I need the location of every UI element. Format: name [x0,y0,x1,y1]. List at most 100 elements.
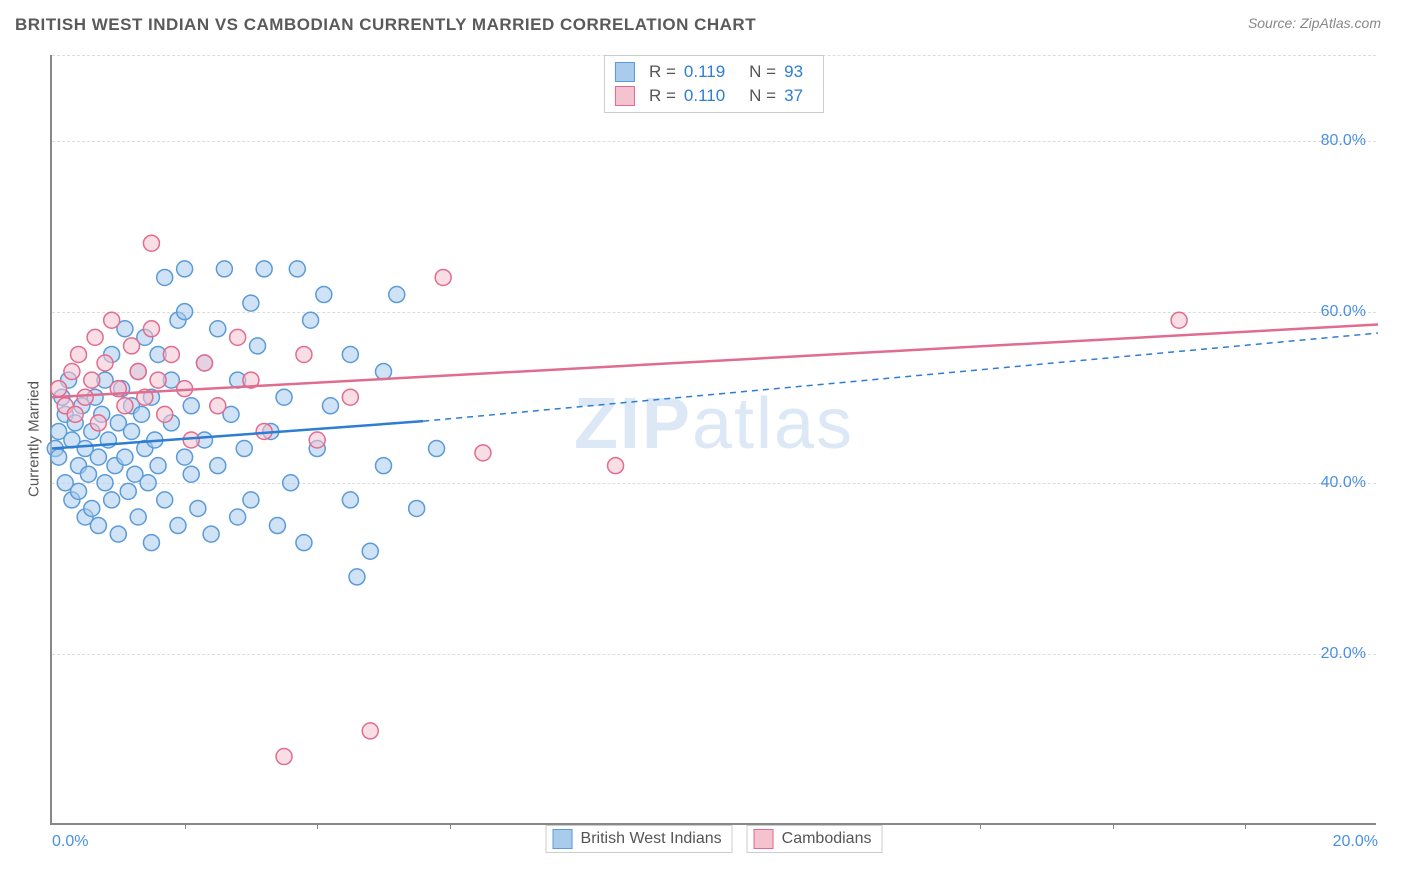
legend-stats: R =0.119N =93R =0.110N =37 [604,55,824,113]
n-label: N = [749,86,776,106]
n-value: 37 [784,86,803,106]
data-point [183,466,199,482]
data-point [130,364,146,380]
x-tick-mark [1113,823,1114,829]
data-point [157,269,173,285]
data-point [276,389,292,405]
data-point [51,381,67,397]
data-point [150,458,166,474]
x-tick-label: 20.0% [1333,833,1378,851]
data-point [143,321,159,337]
legend-swatch [553,829,573,849]
data-point [177,304,193,320]
data-point [236,441,252,457]
data-point [376,458,392,474]
legend-series-label: British West Indians [581,830,722,848]
data-point [120,483,136,499]
data-point [342,492,358,508]
x-tick-mark [317,823,318,829]
r-label: R = [649,62,676,82]
legend-stats-row: R =0.119N =93 [615,60,813,84]
legend-stats-row: R = 0.110 N = 37 [615,84,813,108]
data-point [289,261,305,277]
data-point [117,449,133,465]
r-value: 0.110 [684,86,725,106]
n-value: 93 [784,62,803,82]
data-point [143,535,159,551]
source-attribution: Source: ZipAtlas.com [1248,15,1381,31]
r-label: R = [649,86,676,106]
data-point [322,398,338,414]
data-point [210,458,226,474]
data-point [124,423,140,439]
legend-series-item: British West Indians [546,825,733,853]
data-point [303,312,319,328]
data-point [230,329,246,345]
legend-series-label: Cambodians [782,830,872,848]
data-point [409,500,425,516]
data-point [376,364,392,380]
data-point [389,287,405,303]
data-point [349,569,365,585]
data-point [475,445,491,461]
x-tick-label: 0.0% [52,833,88,851]
data-point [316,287,332,303]
data-point [269,518,285,534]
data-point [296,346,312,362]
y-axis-title: Currently Married [26,381,43,497]
data-point [80,466,96,482]
data-point [84,372,100,388]
data-point [342,346,358,362]
data-point [243,295,259,311]
data-point [97,475,113,491]
data-point [429,441,445,457]
data-point [296,535,312,551]
data-point [309,432,325,448]
data-point [157,406,173,422]
data-point [71,483,87,499]
data-point [110,526,126,542]
data-point [51,449,67,465]
data-point [90,518,106,534]
data-point [150,372,166,388]
data-point [196,355,212,371]
data-point [157,492,173,508]
data-point [183,398,199,414]
data-point [134,406,150,422]
trend-line [52,325,1378,398]
data-point [190,500,206,516]
data-point [250,338,266,354]
data-point [256,261,272,277]
x-tick-mark [450,823,451,829]
data-point [210,321,226,337]
data-point [117,398,133,414]
plot-area: Currently Married ZIPatlas 20.0%40.0%60.… [50,55,1376,825]
data-point [140,475,156,491]
x-tick-mark [980,823,981,829]
data-point [362,723,378,739]
data-point [276,749,292,765]
legend-swatch [615,62,635,82]
data-point [124,338,140,354]
data-point [210,398,226,414]
legend-series: British West Indians Cambodians [546,825,883,853]
data-point [130,509,146,525]
data-point [177,449,193,465]
data-point [435,269,451,285]
legend-series-item: Cambodians [747,825,883,853]
chart-title: BRITISH WEST INDIAN VS CAMBODIAN CURRENT… [15,15,1391,35]
n-label: N = [749,62,776,82]
legend-swatch [615,86,635,106]
data-point [71,346,87,362]
data-point [97,355,113,371]
data-point [283,475,299,491]
data-point [87,329,103,345]
x-tick-mark [185,823,186,829]
data-point [608,458,624,474]
data-point [203,526,219,542]
data-point [163,346,179,362]
data-point [64,364,80,380]
legend-swatch [754,829,774,849]
scatter-plot-svg [52,55,1376,823]
data-point [243,492,259,508]
